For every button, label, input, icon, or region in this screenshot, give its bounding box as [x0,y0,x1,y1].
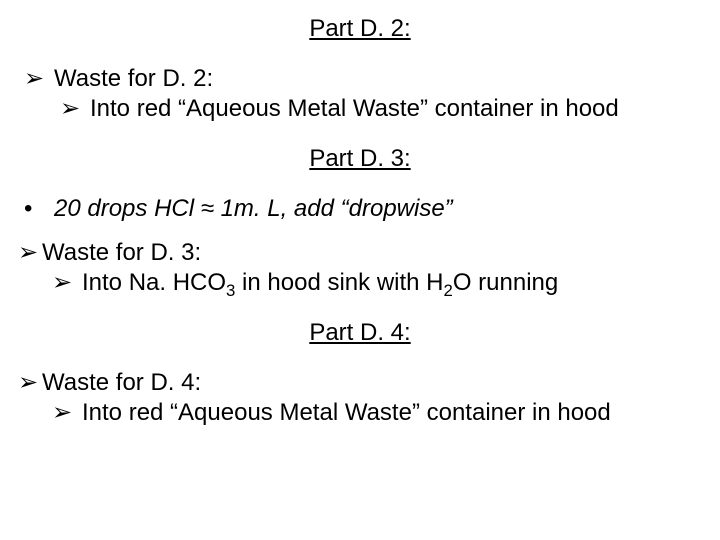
d3-note-pre: 20 drops HCl [54,195,201,222]
d3-line2: ➢ Into Na. HCO3 in hood sink with H2O ru… [46,268,702,298]
d3-note-post: 1m. L, add “dropwise” [214,195,453,222]
d2-line2-text: Into red “Aqueous Metal Waste” container… [90,94,619,124]
approx-symbol: ≈ [201,195,214,222]
d3-line2-a: Into Na. HCO [82,269,226,296]
block-d2: ➢ Waste for D. 2: ➢ Into red “Aqueous Me… [18,64,702,124]
arrow-bullet-icon: ➢ [46,268,82,298]
d4-line1: ➢ Waste for D. 4: [12,368,702,398]
d3-line2-b: in hood sink with H [235,269,443,296]
heading-d2: Part D. 2: [18,14,702,44]
arrow-bullet-icon: ➢ [18,64,54,94]
heading-d3: Part D. 3: [18,144,702,174]
d3-line2-c: O running [453,269,558,296]
dot-bullet-icon: • [18,194,54,224]
d3-line2-text: Into Na. HCO3 in hood sink with H2O runn… [82,268,558,298]
d4-line2-text: Into red “Aqueous Metal Waste” container… [82,398,611,428]
arrow-bullet-icon: ➢ [12,368,42,398]
d4-line2: ➢ Into red “Aqueous Metal Waste” contain… [46,398,702,428]
subscript-3: 3 [226,281,235,300]
d3-line1-text: Waste for D. 3: [42,238,201,268]
arrow-bullet-icon: ➢ [54,94,90,124]
d4-line1-text: Waste for D. 4: [42,368,201,398]
block-d4: ➢ Waste for D. 4: ➢ Into red “Aqueous Me… [18,368,702,428]
d3-note: • 20 drops HCl ≈ 1m. L, add “dropwise” [18,194,702,224]
block-d3: ➢ Waste for D. 3: ➢ Into Na. HCO3 in hoo… [18,238,702,298]
d3-line1: ➢ Waste for D. 3: [12,238,702,268]
arrow-bullet-icon: ➢ [46,398,82,428]
d2-line1-text: Waste for D. 2: [54,64,213,94]
d2-line2: ➢ Into red “Aqueous Metal Waste” contain… [54,94,702,124]
subscript-2: 2 [444,281,453,300]
d3-note-text: 20 drops HCl ≈ 1m. L, add “dropwise” [54,194,453,224]
d2-line1: ➢ Waste for D. 2: [18,64,702,94]
heading-d4: Part D. 4: [18,318,702,348]
arrow-bullet-icon: ➢ [12,238,42,268]
